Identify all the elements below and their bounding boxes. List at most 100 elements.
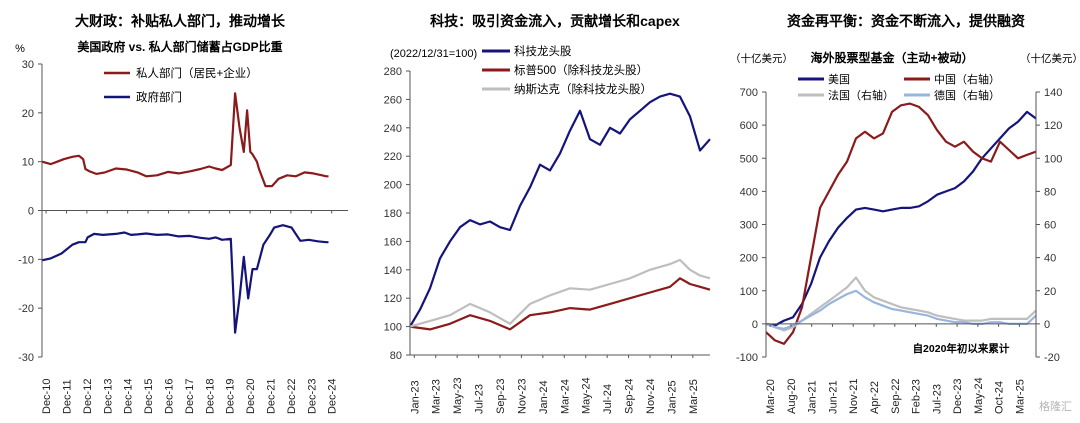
y-right-tick-label: 100 xyxy=(1044,153,1062,165)
y-tick-label: 300 xyxy=(740,220,758,232)
x-tick-label: Jul-23 xyxy=(474,384,486,414)
x-tick-label: Dec-23 xyxy=(952,379,964,414)
legend-label-germany: 德国（右轴） xyxy=(934,88,1000,102)
y-tick-label: 180 xyxy=(384,208,402,220)
y-right-tick-label: 80 xyxy=(1044,186,1056,198)
x-tick-label: Jan-25 xyxy=(666,380,678,414)
x-tick-label: Nov-21 xyxy=(848,379,860,414)
x-tick-label: Feb-23 xyxy=(911,379,923,414)
y-right-tick-label: 140 xyxy=(1044,87,1062,99)
y-tick-label: 30 xyxy=(22,59,34,71)
chart-note: 自2020年初以来累计 xyxy=(913,342,1010,355)
y-tick-label: 220 xyxy=(384,151,402,163)
y-tick-label: 160 xyxy=(384,236,402,248)
y-tick-label: 140 xyxy=(384,265,402,277)
series-line-0 xyxy=(765,110,1037,327)
y-tick-label: 0 xyxy=(28,206,34,218)
x-tick-label: Jan-21 xyxy=(807,380,819,414)
series-line-0 xyxy=(41,92,329,188)
x-tick-label: Aug-20 xyxy=(786,379,798,414)
chart-panel-tech: 科技：吸引资金流入，贡献增长和capex (2022/12/31=100) 80… xyxy=(360,0,720,418)
legend-label-france: 法国（右轴） xyxy=(828,88,894,102)
x-tick-label: Dec-15 xyxy=(143,379,155,414)
y-right-tick-label: 120 xyxy=(1044,120,1062,132)
legend-label-sp500: 标普500（除科技龙头股） xyxy=(514,63,648,77)
x-tick-label: Dec-22 xyxy=(286,379,298,414)
legend-label-us: 美国 xyxy=(828,73,850,86)
x-tick-label: Mar-24 xyxy=(559,379,571,414)
x-tick-label: Mar-25 xyxy=(1014,379,1026,414)
y-right-tick-label: 40 xyxy=(1044,253,1056,265)
y-tick-label: 200 xyxy=(384,180,402,192)
y-unit-label: % xyxy=(15,43,25,55)
x-tick-label: Jul-23 xyxy=(931,384,943,414)
watermark: 格隆汇 xyxy=(1039,401,1072,413)
x-tick-label: Dec-16 xyxy=(163,379,175,414)
x-tick-label: Dec-13 xyxy=(102,379,114,414)
x-tick-label: Nov-24 xyxy=(645,379,657,414)
x-tick-label: Jan-24 xyxy=(538,380,550,414)
series-line-1 xyxy=(41,224,329,334)
legend-label-tech-leaders: 科技龙头股 xyxy=(514,44,572,58)
x-tick-label: Dec-12 xyxy=(82,379,94,414)
chart-panel-fiscal: 大财政：补贴私人部门，推动增长 美国政府 vs. 私人部门储蓄占GDP比重 % … xyxy=(0,0,360,418)
series-line-2 xyxy=(409,258,711,328)
y-tick-label: 20 xyxy=(22,108,34,120)
x-tick-label: May-23 xyxy=(452,377,464,414)
x-tick-label: Apr-22 xyxy=(869,381,881,414)
chart-title: 资金再平衡：资金不断流入，提供融资 xyxy=(787,13,1025,29)
x-tick-label: Dec-23 xyxy=(306,379,318,414)
series-line-0 xyxy=(409,92,711,328)
x-tick-label: Mar-25 xyxy=(688,379,700,414)
y-tick-label: 100 xyxy=(384,322,402,334)
y-right-unit-label: （十亿美元） xyxy=(1020,52,1080,65)
legend-label-china: 中国（右轴） xyxy=(934,72,1000,86)
x-tick-label: Dec-10 xyxy=(41,379,53,414)
x-tick-label: Dec-21 xyxy=(265,379,277,414)
x-tick-label: May-24 xyxy=(973,377,985,414)
x-tick-label: Oct-24 xyxy=(994,381,1006,414)
x-tick-label: Jun-21 xyxy=(827,380,839,414)
y-tick-label: 700 xyxy=(740,87,758,99)
y-tick-label: 0 xyxy=(752,319,758,331)
y-right-tick-label: 20 xyxy=(1044,286,1056,298)
x-tick-label: Dec-18 xyxy=(204,379,216,414)
y-tick-label: 260 xyxy=(384,94,402,106)
y-tick-label: -30 xyxy=(18,352,34,364)
x-tick-label: Mar-23 xyxy=(431,379,443,414)
legend-label-nasdaq: 纳斯达克（除科技龙头股） xyxy=(514,82,652,96)
chart-title: 大财政：补贴私人部门，推动增长 xyxy=(75,13,286,29)
y-tick-label: 100 xyxy=(740,286,758,298)
x-tick-label: Dec-17 xyxy=(184,379,196,414)
x-tick-label: Dec-14 xyxy=(123,379,135,414)
x-tick-label: Dec-24 xyxy=(327,379,339,414)
y-tick-label: 240 xyxy=(384,123,402,135)
y-tick-label: -10 xyxy=(18,254,34,266)
y-tick-label: 120 xyxy=(384,293,402,305)
y-tick-label: 10 xyxy=(22,157,34,169)
y-left-unit-label: （十亿美元） xyxy=(730,52,793,65)
series-line-2 xyxy=(765,276,1037,332)
chart-subtitle: 美国政府 vs. 私人部门储蓄占GDP比重 xyxy=(77,39,282,54)
y-tick-label: 500 xyxy=(740,153,758,165)
series-line-1 xyxy=(409,277,711,331)
y-right-tick-label: 60 xyxy=(1044,220,1056,232)
y-tick-label: 400 xyxy=(740,186,758,198)
chart-panel-flows: 资金再平衡：资金不断流入，提供融资 海外股票型基金（主动+被动） （十亿美元） … xyxy=(720,0,1080,418)
x-tick-label: Jan-23 xyxy=(409,380,421,414)
x-tick-label: Nov-23 xyxy=(516,379,528,414)
x-tick-label: Dec-11 xyxy=(61,379,73,414)
x-tick-label: Sep-23 xyxy=(495,379,507,414)
x-tick-label: May-24 xyxy=(581,377,593,414)
x-tick-label: Sep-24 xyxy=(624,379,636,414)
y-tick-label: 200 xyxy=(740,253,758,265)
x-tick-label: Sep-22 xyxy=(890,379,902,414)
chart-fiscal-svg: 大财政：补贴私人部门，推动增长 美国政府 vs. 私人部门储蓄占GDP比重 % … xyxy=(15,13,348,414)
chart-subtitle: 海外股票型基金（主动+被动） xyxy=(810,50,973,65)
x-tick-label: Mar-20 xyxy=(765,379,777,414)
x-tick-label: Dec-20 xyxy=(245,379,257,414)
series-line-3 xyxy=(765,289,1037,330)
y-tick-label: -20 xyxy=(18,303,34,315)
y-right-tick-label: 0 xyxy=(1044,319,1050,331)
y-tick-label: 280 xyxy=(384,66,402,78)
